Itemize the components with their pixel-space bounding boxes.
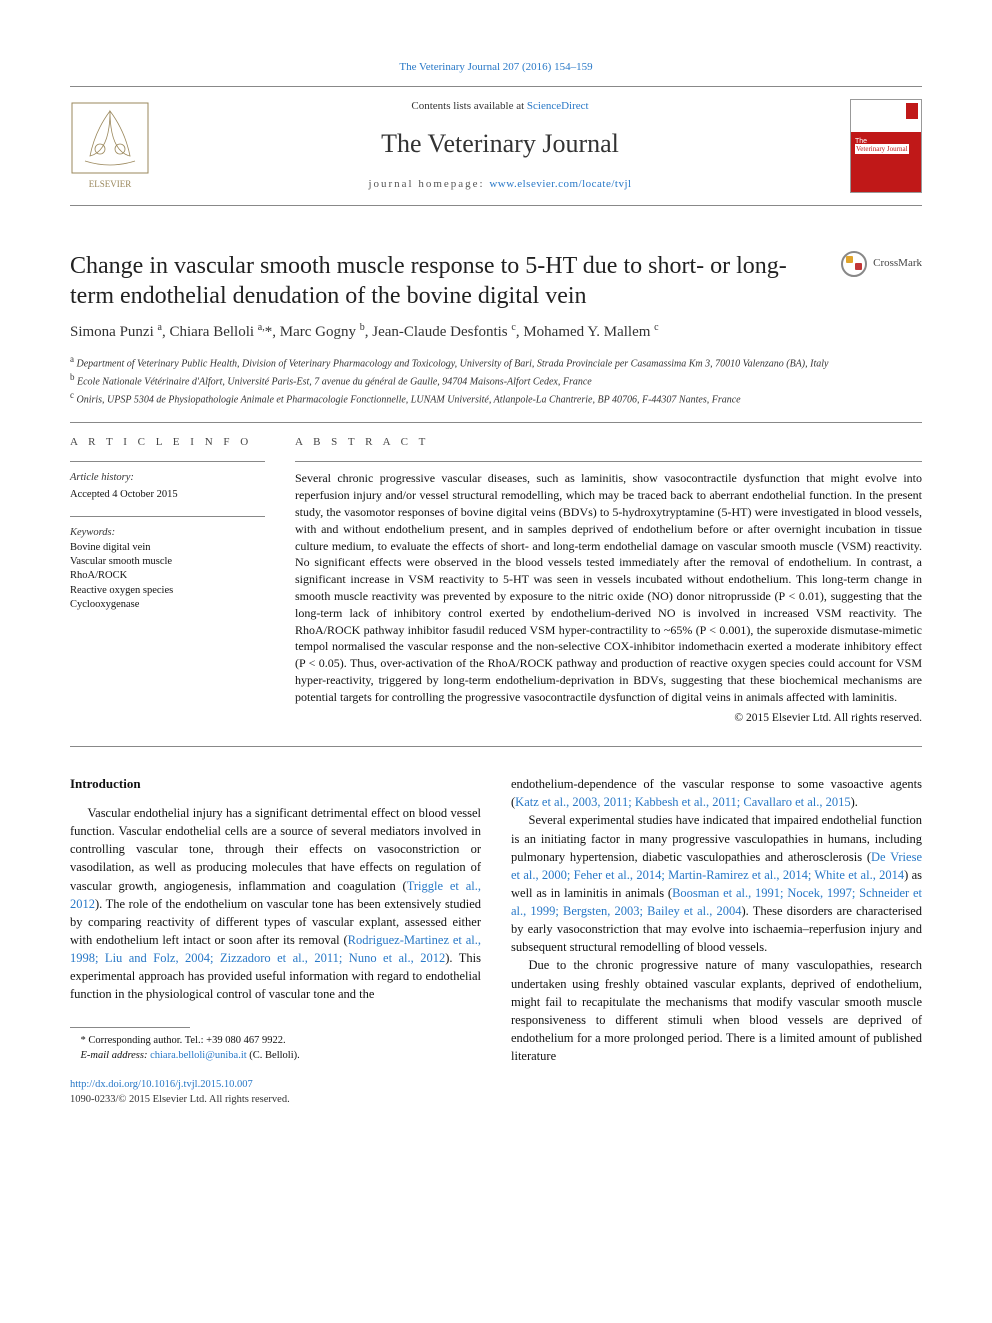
keywords-list: Bovine digital veinVascular smooth muscl… (70, 541, 265, 612)
meta-abstract-row: A R T I C L E I N F O Article history: A… (70, 435, 922, 726)
affiliations: a Department of Veterinary Public Health… (70, 353, 922, 406)
journal-name: The Veterinary Journal (160, 125, 840, 163)
homepage-line: journal homepage: www.elsevier.com/locat… (160, 177, 840, 193)
crossmark-icon (841, 251, 867, 277)
affiliation-line: a Department of Veterinary Public Health… (70, 353, 922, 371)
keyword-item: Bovine digital vein (70, 541, 265, 555)
contents-line: Contents lists available at ScienceDirec… (160, 99, 840, 115)
crossmark-label: CrossMark (873, 256, 922, 272)
abstract-divider (295, 461, 922, 462)
email-who: (C. Belloli). (247, 1050, 300, 1061)
citation-link[interactable]: Katz et al., 2003, 2011; Kabbesh et al.,… (515, 795, 850, 809)
history-head: Article history: (70, 470, 265, 485)
body-columns: Introduction Vascular endothelial injury… (70, 775, 922, 1107)
doi-link[interactable]: http://dx.doi.org/10.1016/j.tvjl.2015.10… (70, 1079, 253, 1090)
elsevier-logo: ELSEVIER (70, 101, 150, 191)
abstract-heading: A B S T R A C T (295, 435, 922, 451)
info-divider-2 (70, 516, 265, 517)
title-row: Change in vascular smooth muscle respons… (70, 251, 922, 311)
svg-text:ELSEVIER: ELSEVIER (89, 179, 132, 189)
crossmark-badge[interactable]: CrossMark (841, 251, 922, 277)
homepage-link[interactable]: www.elsevier.com/locate/tvjl (489, 178, 631, 190)
corresponding-author-footnote: * Corresponding author. Tel.: +39 080 46… (70, 1034, 481, 1062)
homepage-label: journal homepage: (368, 178, 489, 190)
corr-email-line: E-mail address: chiara.belloli@uniba.it … (70, 1049, 481, 1063)
divider-bottom (70, 746, 922, 747)
issn-line: 1090-0233/© 2015 Elsevier Ltd. All right… (70, 1092, 481, 1107)
keyword-item: RhoA/ROCK (70, 569, 265, 583)
abstract-column: A B S T R A C T Several chronic progress… (295, 435, 922, 726)
running-head-link[interactable]: The Veterinary Journal 207 (2016) 154–15… (399, 61, 592, 73)
article-history: Article history: Accepted 4 October 2015 (70, 470, 265, 501)
keyword-item: Cyclooxygenase (70, 598, 265, 612)
journal-cover-thumbnail: The Veterinary Journal (850, 99, 922, 193)
article-title: Change in vascular smooth muscle respons… (70, 251, 821, 311)
info-divider-1 (70, 461, 265, 462)
abstract-text: Several chronic progressive vascular dis… (295, 470, 922, 705)
keywords-block: Keywords: Bovine digital veinVascular sm… (70, 525, 265, 612)
footnote-separator (70, 1027, 190, 1028)
rp2-pre: Several experimental studies have indica… (511, 813, 922, 863)
keyword-item: Reactive oxygen species (70, 584, 265, 598)
keywords-head: Keywords: (70, 525, 265, 540)
journal-header: ELSEVIER Contents lists available at Sci… (70, 86, 922, 206)
right-paragraph-2: Several experimental studies have indica… (511, 811, 922, 956)
rp1-post: ). (851, 795, 858, 809)
article-info-column: A R T I C L E I N F O Article history: A… (70, 435, 265, 726)
header-center: Contents lists available at ScienceDirec… (150, 99, 850, 193)
right-paragraph-1: endothelium-dependence of the vascular r… (511, 775, 922, 811)
abstract-copyright: © 2015 Elsevier Ltd. All rights reserved… (295, 710, 922, 727)
affiliation-line: b Ecole Nationale Vétérinaire d'Alfort, … (70, 371, 922, 389)
article-info-heading: A R T I C L E I N F O (70, 435, 265, 451)
sciencedirect-link[interactable]: ScienceDirect (527, 100, 589, 112)
history-line: Accepted 4 October 2015 (70, 487, 265, 502)
corr-email-link[interactable]: chiara.belloli@uniba.it (150, 1050, 247, 1061)
contents-prefix: Contents lists available at (411, 100, 526, 112)
divider-top (70, 422, 922, 423)
intro-paragraph-1: Vascular endothelial injury has a signif… (70, 804, 481, 1003)
running-head: The Veterinary Journal 207 (2016) 154–15… (70, 60, 922, 76)
footer-meta: http://dx.doi.org/10.1016/j.tvjl.2015.10… (70, 1077, 481, 1107)
cover-label-2: Veterinary Journal (855, 144, 909, 154)
corr-line: * Corresponding author. Tel.: +39 080 46… (70, 1034, 481, 1048)
right-column: endothelium-dependence of the vascular r… (511, 775, 922, 1107)
left-column: Introduction Vascular endothelial injury… (70, 775, 481, 1107)
authors-line: Simona Punzi a, Chiara Belloli a,*, Marc… (70, 321, 922, 343)
keyword-item: Vascular smooth muscle (70, 555, 265, 569)
right-paragraph-3: Due to the chronic progressive nature of… (511, 956, 922, 1065)
email-label: E-mail address: (81, 1050, 151, 1061)
intro-heading: Introduction (70, 775, 481, 794)
affiliation-line: c Oniris, UPSP 5304 de Physiopathologie … (70, 389, 922, 407)
